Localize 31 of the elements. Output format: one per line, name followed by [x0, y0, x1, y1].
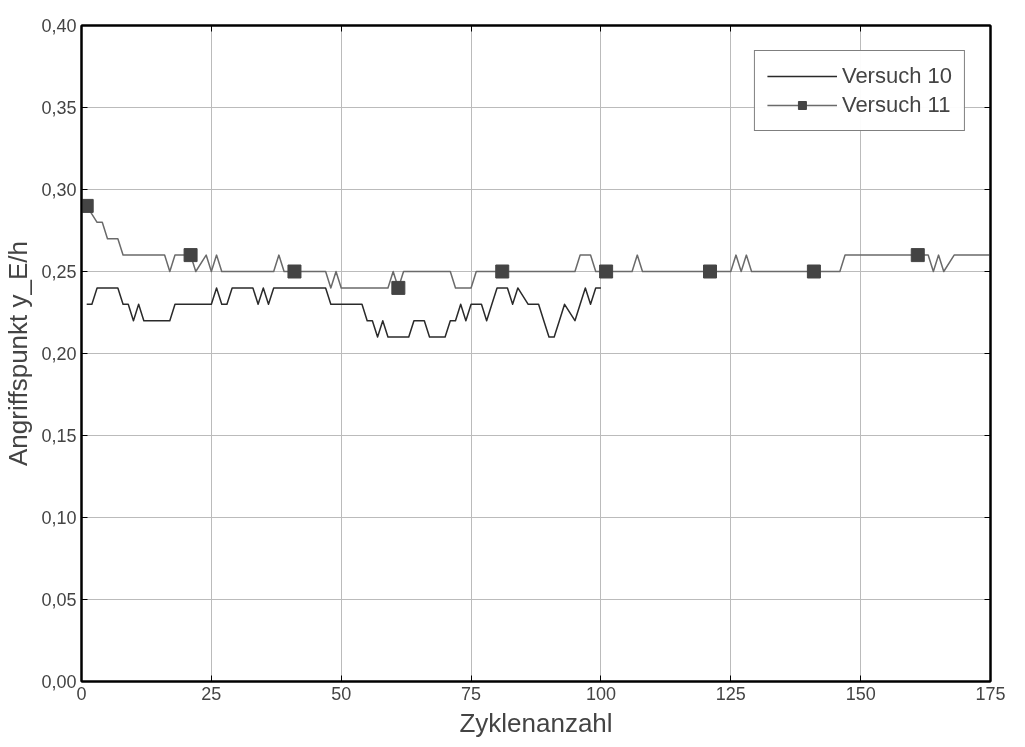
legend-label: Versuch 11	[841, 92, 951, 118]
point	[183, 248, 198, 263]
point	[599, 264, 614, 279]
x-axis-title: Zyklenanzahl	[459, 707, 613, 738]
x-tick-label: 75	[461, 683, 482, 704]
y-tick-label: 0,05	[41, 590, 77, 610]
x-tick-label: 175	[975, 683, 1006, 704]
legend-label: Versuch 10	[841, 63, 952, 89]
x-tick-label: 0	[76, 683, 87, 704]
y-tick-label: 0,10	[41, 508, 77, 528]
x-tick-label: 25	[201, 683, 222, 704]
y-tick-label: 0,15	[41, 426, 77, 446]
point	[703, 264, 718, 279]
y-tick-label: 0,40	[41, 16, 77, 36]
x-tick-label: 100	[585, 683, 616, 704]
x-tick-label: 50	[331, 683, 352, 704]
x-tick-label: 150	[845, 683, 876, 704]
y-tick-label: 0,30	[41, 180, 77, 200]
y-tick-label: 0,25	[41, 262, 77, 282]
point	[81, 198, 94, 213]
point	[806, 264, 821, 279]
point	[287, 264, 302, 279]
line-series	[85, 287, 602, 338]
point	[495, 264, 510, 279]
y-tick-label: 0,00	[41, 672, 77, 692]
y-axis-title: Angriffspunkt y_E/h	[3, 240, 34, 466]
x-tick-label: 125	[715, 683, 746, 704]
y-tick-label: 0,35	[41, 98, 77, 118]
y-tick-label: 0,20	[41, 344, 77, 364]
point	[910, 248, 925, 263]
point	[391, 280, 406, 295]
